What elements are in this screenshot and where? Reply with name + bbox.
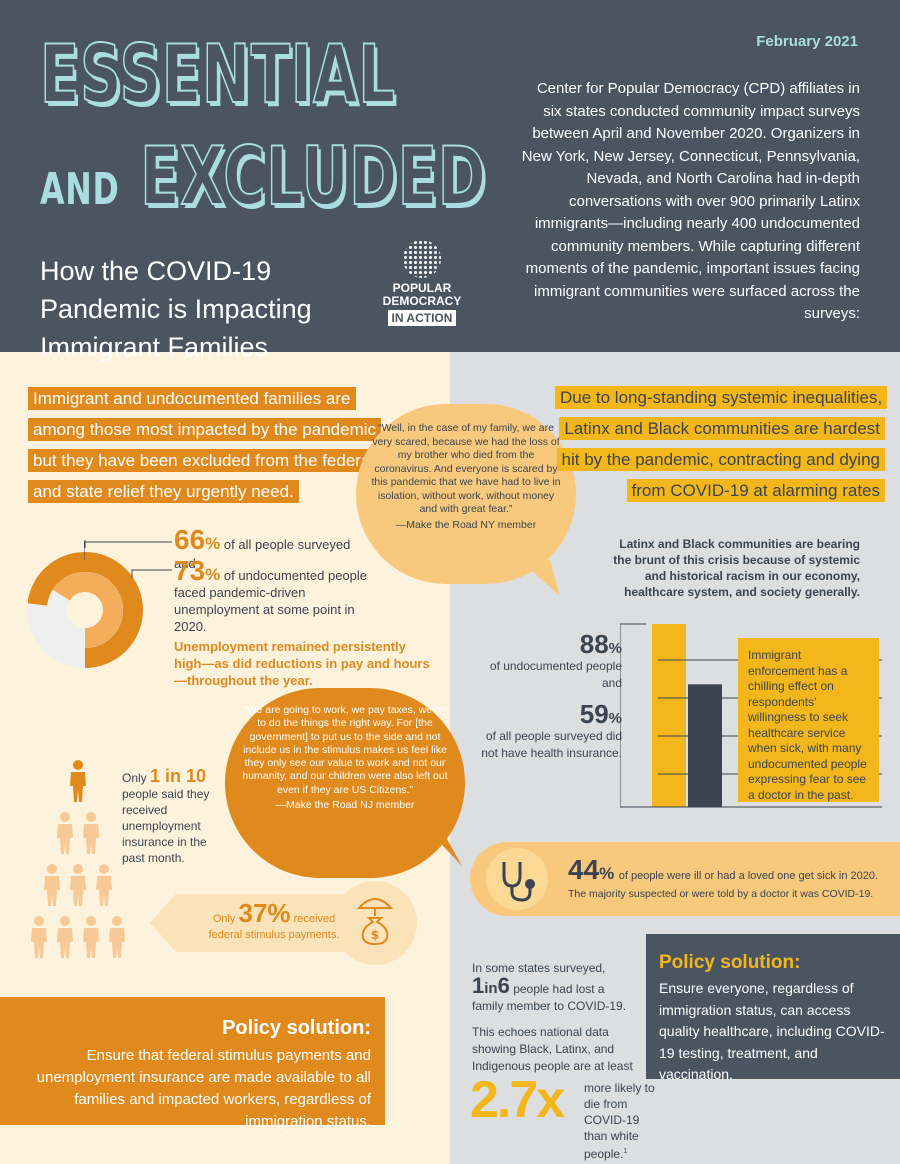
ill-num: 44 [568, 854, 600, 885]
ui-only: Only [122, 771, 147, 785]
quote-nj-attr: —Make the Road NJ member [275, 799, 415, 812]
bar-59-percent [688, 684, 722, 807]
unemployment-donut-chart [28, 540, 143, 668]
mult-text: more likely to die from COVID-19 than wh… [584, 1081, 655, 1161]
left-policy-box: Policy solution: Ensure that federal sti… [0, 997, 385, 1130]
pct-sign: % [205, 534, 221, 553]
person-icon [42, 864, 62, 906]
ins-59-text: of all people surveyed did not have heal… [481, 729, 622, 760]
title-and: AND [40, 164, 120, 215]
intro-paragraph: Center for Popular Democracy (CPD) affil… [521, 80, 860, 322]
pct-sign: % [599, 864, 615, 883]
quote-bubble-ny-tail [520, 560, 560, 596]
ring-66-percent [47, 572, 123, 648]
stim-text1: received [293, 913, 336, 925]
logo-dots-icon [403, 240, 441, 278]
right-headline-text: Due to long-standing systemic inequaliti… [555, 386, 888, 502]
quote-bubble-ny: “Well, in the case of my family, we are … [356, 404, 576, 584]
people-pyramid [24, 760, 134, 970]
title-excluded: EXCLUDED [140, 129, 487, 224]
donut-leaders [84, 541, 172, 578]
header-banner: February 2021 ESSENTIAL AND EXCLUDED How… [0, 0, 900, 362]
insurance-bar-chart [620, 623, 882, 808]
stat-66-text: of all people surveyed and [174, 537, 351, 571]
subtitle: How the COVID-19 Pandemic is Impacting I… [40, 256, 312, 362]
ring-73-percent [28, 552, 143, 668]
ins-88-text: of undocumented people and [489, 659, 622, 690]
person-icon [68, 864, 88, 906]
stethoscope-icon [502, 862, 535, 902]
quote-bubble-nj-tail [428, 830, 462, 866]
logo-line3: IN ACTION [387, 310, 457, 326]
quote-ny-attr: —Make the Road NY member [395, 518, 537, 531]
person-icon [55, 812, 75, 854]
left-headline-text: Immigrant and undocumented families are … [28, 387, 382, 503]
title-essential: ESSENTIAL [39, 27, 396, 122]
person-icon [107, 916, 127, 958]
stat-66: 66% of all people surveyed and [174, 524, 374, 571]
report-date: February 2021 [756, 33, 858, 50]
unemployment-note: Unemployment remained persistently high—… [174, 639, 430, 688]
popular-democracy-logo: POPULAR DEMOCRACY IN ACTION [372, 240, 472, 327]
pct-sign: % [205, 565, 221, 584]
pct-sign: % [608, 640, 622, 657]
person-icon [68, 760, 88, 802]
person-icon [81, 916, 101, 958]
logo-line2: DEMOCRACY [382, 294, 462, 308]
ill-text2: The majority suspected or were told by a… [568, 888, 874, 900]
bar-88-percent [652, 624, 686, 807]
stim-only: Only [212, 913, 236, 925]
ins-stat-88: 88% of undocumented people and [470, 631, 622, 692]
death-num2: 6 [497, 973, 510, 998]
title-line2: AND EXCLUDED [40, 129, 487, 224]
ill-text1: of people were ill or had a loved one ge… [618, 870, 879, 882]
money-bag-umbrella-icon: $ [356, 898, 394, 946]
person-icon [81, 812, 101, 854]
footnote: 1 [623, 1148, 628, 1155]
quote-bubble-nj: “We are going to work, we pay taxes, we … [225, 688, 465, 878]
stat-73-text: of undocumented people faced pandemic-dr… [174, 568, 368, 634]
left-policy-title: Policy solution: [222, 1017, 371, 1039]
death-intro: In some states surveyed, [472, 961, 606, 975]
stat-73: 73% of undocumented people faced pandemi… [174, 557, 374, 635]
enforcement-box: Immigrant enforcement has a chilling eff… [738, 638, 879, 802]
death-in: in [484, 980, 498, 997]
svg-text:$: $ [371, 928, 379, 942]
stimulus-arrow [150, 881, 417, 965]
left-headline: Immigrant and undocumented families are … [28, 383, 383, 507]
left-policy-text: Ensure that federal stimulus payments an… [36, 1047, 371, 1130]
ins-59-num: 59 [579, 699, 609, 729]
multiplier-num: 2.7x [470, 1071, 565, 1129]
stim-text2: federal stimulus payments. [208, 929, 340, 941]
death-num1: 1 [472, 973, 485, 998]
person-icon [29, 916, 49, 958]
national-text: This echoes national data showing Black,… [472, 1025, 633, 1073]
racism-text: Latinx and Black communities are bearing… [613, 537, 860, 599]
illness-stat: 44% of people were ill or had a loved on… [568, 854, 893, 900]
stim-num: 37% [238, 898, 291, 928]
right-headline: Due to long-standing systemic inequaliti… [555, 382, 888, 506]
ui-num: 1 in 10 [150, 766, 207, 786]
stat-73-num: 73 [174, 555, 206, 586]
quote-nj-text: “We are going to work, we pay taxes, we … [242, 704, 448, 796]
right-policy-title: Policy solution: [659, 952, 801, 973]
stat-66-num: 66 [174, 524, 206, 555]
ui-stat: Only 1 in 10 people said they received u… [122, 766, 217, 866]
death-stat: In some states surveyed, 1in6 people had… [472, 960, 632, 1015]
ui-text: people said they received unemployment i… [122, 787, 210, 865]
quote-ny-text: “Well, in the case of my family, we are … [371, 422, 561, 515]
person-icon [55, 916, 75, 958]
right-policy-box: Policy solution: Ensure everyone, regard… [646, 934, 900, 1082]
stimulus-stat: Only 37% received federal stimulus payme… [204, 898, 344, 941]
pct-sign: % [608, 710, 622, 727]
multiplier-text: more likely to die from COVID-19 than wh… [584, 1080, 664, 1162]
ins-stat-59: 59% of all people surveyed did not have … [470, 701, 622, 762]
ins-88-num: 88 [579, 629, 609, 659]
death-text: people had lost a family member to COVID… [472, 982, 627, 1013]
right-policy-text: Ensure everyone, regardless of immigrati… [659, 980, 885, 1082]
logo-line1: POPULAR [392, 281, 452, 295]
person-icon [94, 864, 114, 906]
